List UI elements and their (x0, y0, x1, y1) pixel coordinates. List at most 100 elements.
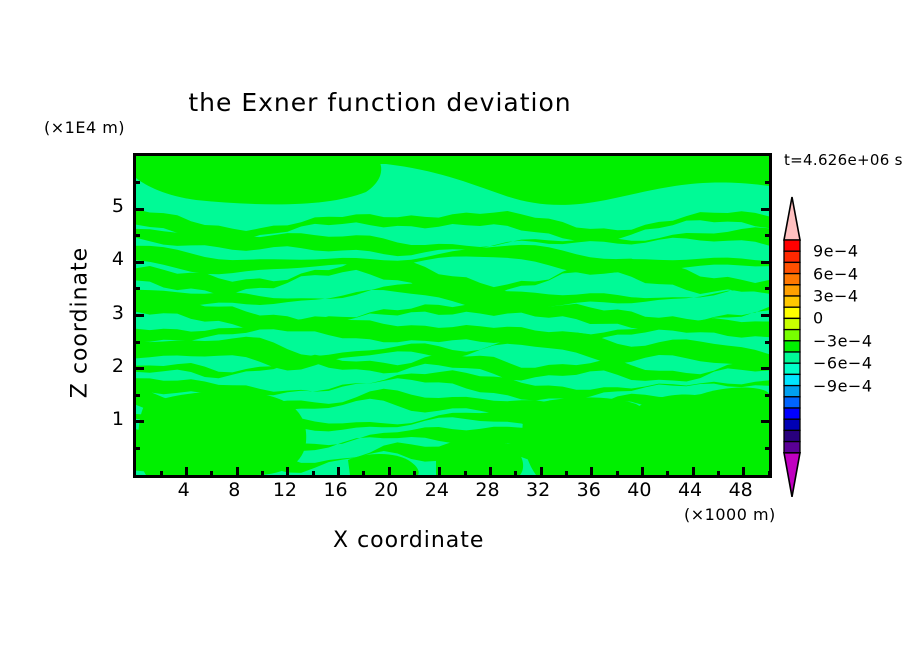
x-tick-label: 36 (576, 479, 601, 501)
plot-area (133, 153, 772, 478)
y-tick-minor-right (765, 446, 769, 450)
contour-band (136, 370, 769, 401)
colorbar-band (783, 429, 801, 443)
colorbar-band (783, 284, 801, 297)
x-tick-minor (564, 471, 568, 475)
contour-band (136, 156, 769, 205)
x-tick-minor (159, 471, 163, 475)
x-tick-label: 28 (475, 479, 500, 501)
y-tick-label: 2 (111, 354, 124, 377)
x-axis-title: X coordinate (333, 528, 485, 553)
contour-band (136, 156, 382, 205)
x-tick-major (185, 467, 189, 475)
contour-band (136, 388, 769, 419)
x-tick-major (539, 467, 543, 475)
x-tick-minor (767, 471, 769, 475)
x-tick-label: 4 (177, 479, 190, 501)
colorbar-tick-label: 3e−4 (813, 286, 859, 306)
y-tick-major-right (761, 314, 769, 317)
colorbar-tick-label: −9e−4 (813, 376, 873, 396)
colorbar-over-arrow (783, 196, 801, 241)
colorbar-band (783, 306, 801, 320)
colorbar-band (783, 239, 801, 252)
x-tick-minor (210, 471, 214, 475)
x-tick-major (742, 467, 746, 475)
y-tick-minor-right (765, 234, 769, 238)
x-tick-label: 32 (526, 479, 551, 501)
y-tick-label: 3 (111, 301, 124, 324)
colorbar-band (783, 396, 801, 409)
colorbar-band (783, 340, 801, 353)
colorbar-band (783, 362, 801, 376)
colorbar-tick-label: −6e−4 (813, 353, 873, 373)
time-annotation: t=4.626e+06 s (784, 151, 903, 169)
x-tick-minor (615, 471, 619, 475)
y-tick-minor-left (136, 446, 140, 450)
colorbar-tick-label: −3e−4 (813, 331, 873, 351)
y-tick-minor-right (765, 340, 769, 344)
colorbar-band (783, 418, 801, 432)
contour-band (348, 454, 419, 475)
y-tick-label: 5 (111, 195, 124, 218)
x-tick-label: 24 (424, 479, 449, 501)
colorbar-band (783, 384, 801, 398)
y-tick-minor-right (765, 393, 769, 397)
contour-band (522, 397, 654, 475)
y-tick-minor-right (765, 181, 769, 185)
y-tick-minor-left (136, 340, 140, 344)
contour-band (136, 354, 769, 382)
colorbar-band (783, 261, 801, 275)
colorbar-band (783, 317, 801, 331)
contour-band (138, 391, 307, 475)
x-tick-label: 8 (228, 479, 241, 501)
page-title: the Exner function deviation (188, 88, 572, 117)
y-tick-major-left (136, 207, 144, 211)
x-tick-label: 20 (374, 479, 399, 501)
colorbar-band (783, 440, 801, 454)
x-tick-minor (413, 471, 417, 475)
colorbar-band (783, 351, 801, 364)
x-tick-major (488, 467, 492, 475)
x-tick-minor (311, 471, 315, 475)
contour-band (136, 209, 769, 242)
contour-band (136, 227, 769, 257)
x-axis-unit-label: (×1000 m) (684, 505, 776, 524)
x-tick-label: 16 (323, 479, 348, 501)
contour-band (136, 316, 769, 346)
contour-band (136, 281, 769, 309)
y-tick-minor-left (136, 287, 140, 291)
x-tick-minor (261, 471, 265, 475)
x-tick-minor (362, 471, 366, 475)
y-tick-major-right (761, 207, 769, 211)
x-tick-minor (666, 471, 670, 475)
y-tick-minor-left (136, 393, 140, 397)
colorbar-tick-label: 9e−4 (813, 241, 859, 261)
contour-field (136, 156, 769, 475)
y-tick-minor-left (136, 234, 140, 238)
y-tick-minor-left (136, 181, 140, 185)
x-tick-major (438, 467, 442, 475)
colorbar-band (783, 373, 801, 387)
y-tick-major-left (136, 420, 144, 424)
y-axis-unit-label: (×1E4 m) (44, 118, 126, 137)
y-tick-label: 4 (111, 248, 124, 271)
y-tick-minor-right (765, 287, 769, 291)
y-tick-major-left (136, 367, 144, 371)
contour-band (693, 387, 769, 475)
x-tick-minor (514, 471, 518, 475)
colorbar-tick-label: 0 (813, 308, 824, 328)
x-tick-major (235, 467, 239, 475)
y-axis-title: Z coordinate (67, 246, 93, 399)
contour-band (136, 258, 769, 298)
colorbar (781, 196, 803, 518)
colorbar-band (783, 328, 801, 342)
x-tick-label: 40 (627, 479, 652, 501)
x-tick-major (337, 467, 341, 475)
x-tick-label: 12 (272, 479, 297, 501)
colorbar-band (783, 295, 801, 308)
y-tick-major-right (761, 367, 769, 371)
x-tick-label: 44 (677, 479, 703, 501)
x-tick-major (590, 467, 594, 475)
y-tick-major-right (761, 420, 769, 424)
